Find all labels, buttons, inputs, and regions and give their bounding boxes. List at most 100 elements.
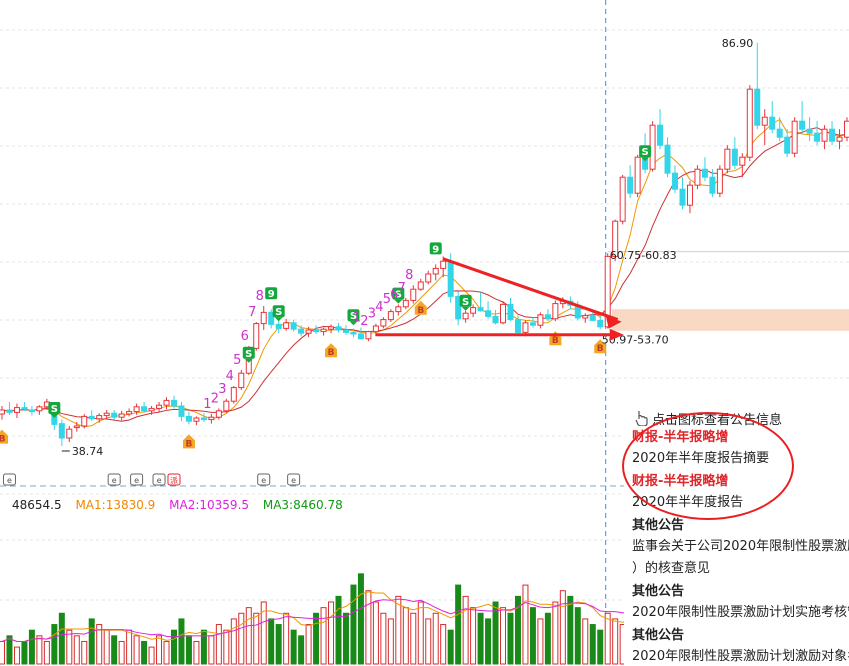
candle bbox=[238, 370, 245, 390]
candle-body bbox=[73, 425, 80, 429]
volume-bar bbox=[313, 612, 320, 665]
b-marker-label: B bbox=[417, 306, 424, 316]
b-marker: B bbox=[594, 339, 607, 354]
candle bbox=[156, 402, 163, 412]
price-zone bbox=[607, 251, 849, 331]
volume-bar bbox=[425, 618, 432, 665]
candle bbox=[163, 397, 170, 410]
candle-body bbox=[844, 120, 849, 138]
volume-bar bbox=[342, 612, 349, 665]
candle-body bbox=[320, 328, 327, 333]
volume-bar bbox=[335, 595, 342, 665]
volume-bar bbox=[200, 629, 207, 665]
notice-title[interactable]: 2020年半年度报告摘要 bbox=[632, 451, 770, 466]
event-icon: e bbox=[257, 473, 271, 486]
candle-body bbox=[305, 329, 312, 334]
candle bbox=[96, 413, 103, 423]
notice-title[interactable]: 2020年限制性股票激励计划激励对象名 bbox=[632, 649, 849, 664]
b-marker-shape bbox=[594, 339, 607, 354]
notice-title-continued[interactable]: ）的核查意见 bbox=[632, 561, 711, 576]
nine-marker-box bbox=[265, 287, 278, 300]
volume-bar bbox=[507, 612, 514, 665]
candle bbox=[470, 304, 477, 318]
wave-count-label: 5 bbox=[233, 353, 241, 368]
notice-item[interactable]: 财报-半年报略增 2020年半年度报告 bbox=[632, 472, 849, 514]
event-icon-box bbox=[152, 473, 166, 486]
candle-body bbox=[709, 176, 716, 194]
notice-item[interactable]: 其他公告 监事会关于公司2020年限制性股票激励 ）的核查意见 bbox=[632, 516, 849, 580]
volume-bar bbox=[275, 624, 282, 665]
volume-bar bbox=[51, 624, 58, 665]
candle-body bbox=[529, 322, 536, 326]
candle bbox=[372, 323, 379, 334]
notice-item[interactable]: 其他公告 2020年限制性股票激励计划实施考核管 bbox=[632, 582, 849, 624]
s-marker-label: S bbox=[641, 147, 648, 158]
s-marker: S bbox=[272, 305, 285, 322]
candle bbox=[268, 309, 275, 329]
candle-body bbox=[514, 319, 521, 333]
event-icon: 派 bbox=[167, 473, 181, 486]
candle-body bbox=[701, 168, 708, 178]
volume-bar bbox=[597, 629, 604, 665]
nine-marker: 9 bbox=[429, 242, 442, 255]
notice-category: 其他公告 bbox=[632, 518, 685, 533]
candle bbox=[485, 301, 492, 319]
arrow-lower-head bbox=[609, 328, 624, 341]
candle bbox=[627, 165, 634, 198]
candle bbox=[148, 406, 155, 415]
notice-category: 财报-半年报略增 bbox=[632, 474, 729, 489]
wave-count-label: 4 bbox=[375, 300, 383, 315]
volume-bar bbox=[574, 607, 581, 665]
volume-ma2: MA2:10359.5 bbox=[169, 498, 250, 512]
candle-body bbox=[686, 184, 693, 206]
notice-title[interactable]: 2020年限制性股票激励计划实施考核管 bbox=[632, 605, 849, 620]
candle-body bbox=[761, 116, 768, 126]
notice-title[interactable]: 监事会关于公司2020年限制性股票激励 bbox=[632, 539, 849, 554]
candle bbox=[761, 109, 768, 146]
candle bbox=[731, 137, 738, 170]
candle bbox=[200, 413, 207, 422]
candle bbox=[126, 408, 133, 417]
candle-body bbox=[634, 156, 641, 194]
volume-bar bbox=[126, 629, 133, 665]
candle-body bbox=[253, 323, 260, 349]
candle bbox=[328, 324, 335, 334]
candle-body bbox=[447, 260, 454, 297]
notice-title[interactable]: 2020年半年度报告 bbox=[632, 495, 744, 510]
candle-body bbox=[335, 326, 342, 331]
candle-body bbox=[13, 407, 20, 413]
volume-bar bbox=[447, 629, 454, 665]
candle-body bbox=[96, 415, 103, 420]
candle bbox=[432, 264, 439, 281]
volume-bar bbox=[470, 607, 477, 665]
event-icon-box bbox=[2, 473, 16, 486]
notice-item[interactable]: 其他公告 2020年限制性股票激励计划激励对象名 bbox=[632, 626, 849, 666]
nine-marker-label: 9 bbox=[268, 289, 275, 300]
candle bbox=[791, 117, 798, 158]
volume-bar bbox=[544, 612, 551, 665]
b-marker: B bbox=[325, 343, 338, 358]
wave-count-label: 3 bbox=[218, 382, 226, 397]
s-marker: S bbox=[347, 309, 360, 326]
candle-body bbox=[410, 288, 417, 301]
volume-bar bbox=[223, 629, 230, 665]
volume-bar bbox=[350, 584, 357, 665]
candle-body bbox=[657, 124, 664, 146]
volume-bar bbox=[582, 618, 589, 665]
candle-body bbox=[21, 407, 28, 410]
s-marker-tip bbox=[641, 157, 650, 162]
b-marker-label: B bbox=[552, 336, 559, 346]
candle-body bbox=[178, 405, 185, 417]
candle bbox=[193, 416, 200, 426]
candle-body bbox=[791, 120, 798, 154]
notice-item[interactable]: 财报-半年报略增 2020年半年度报告摘要 bbox=[632, 428, 849, 470]
s-marker-tip bbox=[50, 414, 59, 418]
candle bbox=[477, 292, 484, 312]
candle-body bbox=[754, 88, 761, 126]
s-marker-box bbox=[392, 287, 405, 300]
nine-marker-box bbox=[429, 242, 442, 255]
candle bbox=[410, 285, 417, 304]
candle bbox=[455, 291, 462, 326]
candle-body bbox=[170, 399, 177, 407]
